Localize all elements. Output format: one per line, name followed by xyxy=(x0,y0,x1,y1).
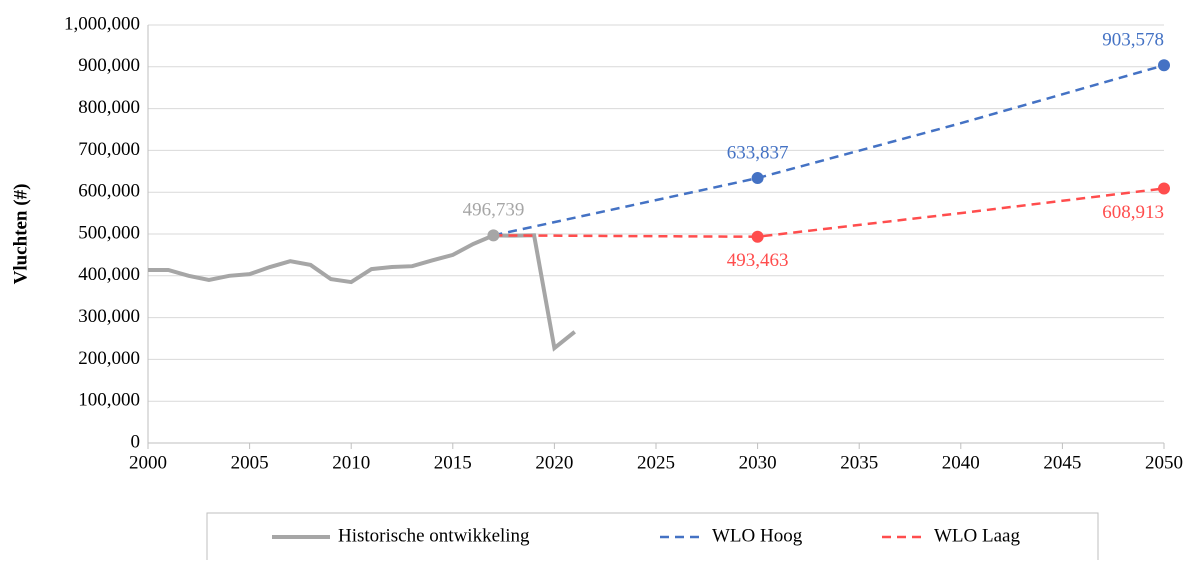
x-tick-label: 2040 xyxy=(942,452,980,473)
y-tick-label: 100,000 xyxy=(78,390,140,411)
legend-label: WLO Hoog xyxy=(712,525,803,546)
data-label: 493,463 xyxy=(727,250,789,271)
y-tick-label: 300,000 xyxy=(78,306,140,327)
point-marker xyxy=(1158,59,1170,72)
point-marker xyxy=(487,229,500,242)
x-tick-label: 2000 xyxy=(129,452,167,473)
x-tick-label: 2025 xyxy=(637,452,675,473)
series-line xyxy=(493,187,1165,238)
y-tick-label: 1,000,000 xyxy=(64,13,140,34)
y-axis-label: Vluchten (#) xyxy=(10,184,31,285)
x-tick-label: 2010 xyxy=(332,452,370,473)
data-label: 496,739 xyxy=(463,200,525,221)
legend-label: WLO Laag xyxy=(934,525,1020,546)
data-label: 903,578 xyxy=(1102,30,1164,51)
y-tick-label: 600,000 xyxy=(78,181,140,202)
series-line xyxy=(148,233,576,352)
x-tick-label: 2030 xyxy=(739,452,777,473)
legend-box xyxy=(206,512,1099,565)
point-marker xyxy=(1158,182,1170,195)
y-tick-label: 900,000 xyxy=(78,55,140,76)
series-line xyxy=(493,64,1165,237)
data-label: 608,913 xyxy=(1102,202,1164,223)
y-tick-label: 0 xyxy=(131,431,141,452)
y-tick-label: 700,000 xyxy=(78,139,140,160)
y-tick-label: 200,000 xyxy=(78,348,140,369)
point-marker xyxy=(751,172,764,185)
legend-label: Historische ontwikkeling xyxy=(338,525,530,546)
x-tick-label: 2015 xyxy=(434,452,472,473)
x-tick-label: 2005 xyxy=(231,452,269,473)
y-tick-label: 800,000 xyxy=(78,97,140,118)
x-tick-label: 2045 xyxy=(1043,452,1081,473)
y-tick-label: 400,000 xyxy=(78,264,140,285)
point-marker xyxy=(751,230,764,243)
x-tick-label: 2050 xyxy=(1145,452,1183,473)
y-tick-label: 500,000 xyxy=(78,222,140,243)
x-tick-label: 2020 xyxy=(535,452,573,473)
data-label: 633,837 xyxy=(727,142,789,163)
x-tick-label: 2035 xyxy=(840,452,878,473)
